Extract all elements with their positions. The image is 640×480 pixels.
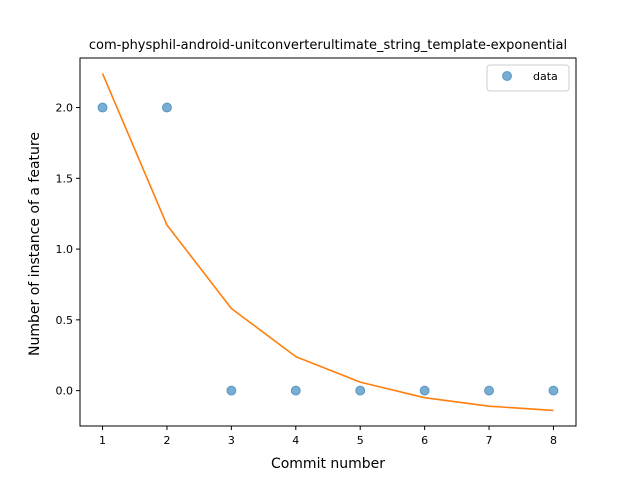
y-axis-label: Number of instance of a feature: [27, 132, 43, 356]
x-tick-label: 1: [99, 434, 106, 447]
legend: data: [486, 64, 570, 92]
legend-marker-data: [502, 71, 512, 81]
data-point: [484, 385, 495, 396]
data-point: [355, 385, 366, 396]
plot-area: [79, 57, 577, 427]
x-tick-label: 8: [550, 434, 557, 447]
data-point: [419, 385, 430, 396]
data-point: [161, 102, 172, 113]
x-tick-label: 4: [292, 434, 299, 447]
fit-line: [101, 73, 554, 412]
y-tick-label: 1.5: [56, 172, 74, 185]
x-axis-label: Commit number: [271, 456, 385, 472]
chart-title: com-physphil-android-unitconverterultima…: [89, 38, 567, 53]
data-point: [290, 385, 301, 396]
data-point: [97, 102, 108, 113]
x-tick-label: 7: [486, 434, 493, 447]
legend-label-data: data: [533, 70, 558, 83]
y-axis: 0.0 0.5 1.0 1.5 2.0: [56, 102, 80, 398]
x-tick-label: 2: [163, 434, 170, 447]
y-tick-label: 0.0: [56, 385, 74, 398]
y-tick-label: 1.0: [56, 243, 74, 256]
plot-frame: [79, 57, 577, 427]
data-point: [226, 385, 237, 396]
x-tick-label: 6: [421, 434, 428, 447]
y-tick-label: 0.5: [56, 314, 74, 327]
x-tick-label: 3: [228, 434, 235, 447]
y-tick-label: 2.0: [56, 102, 74, 115]
x-tick-label: 5: [357, 434, 364, 447]
data-point: [548, 385, 559, 396]
x-axis: 1 2 3 4 5 6 7 8: [99, 426, 557, 447]
